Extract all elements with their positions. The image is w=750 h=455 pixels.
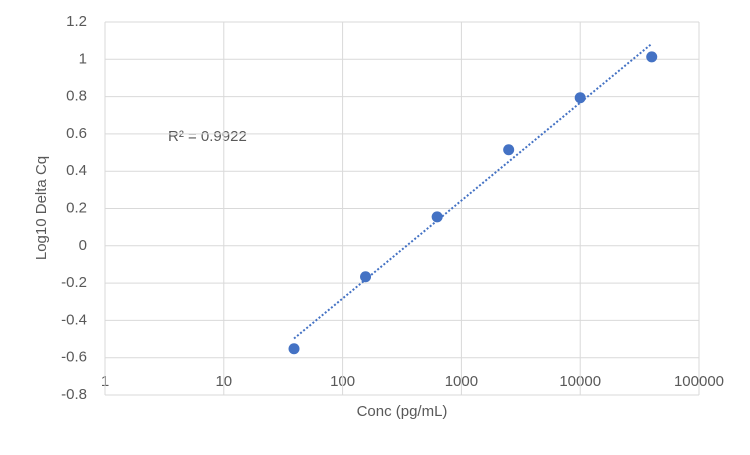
data-point [646,51,658,63]
y-tick-label: 0.6 [66,125,87,142]
y-tick-label: 0 [79,237,87,254]
data-point [574,92,586,104]
y-axis-title: Log10 Delta Cq [33,156,50,260]
x-axis-title: Conc (pg/mL) [357,403,448,420]
data-point [431,211,443,223]
data-point [503,144,515,156]
y-tick-label: -0.6 [61,349,87,366]
y-tick-label: 0.8 [66,88,87,105]
y-tick-label: 0.2 [66,199,87,216]
y-tick-label: 1 [79,50,87,67]
y-tick-label: -0.4 [61,311,87,328]
y-tick-label: 1.2 [66,13,87,30]
trendline [293,42,653,340]
data-point [288,343,300,355]
y-tick-label: -0.8 [61,386,87,403]
y-tick-label: -0.2 [61,274,87,291]
data-point [360,271,372,283]
y-tick-label: 0.4 [66,162,87,179]
annotation: R² = 0.9922 [168,128,247,145]
